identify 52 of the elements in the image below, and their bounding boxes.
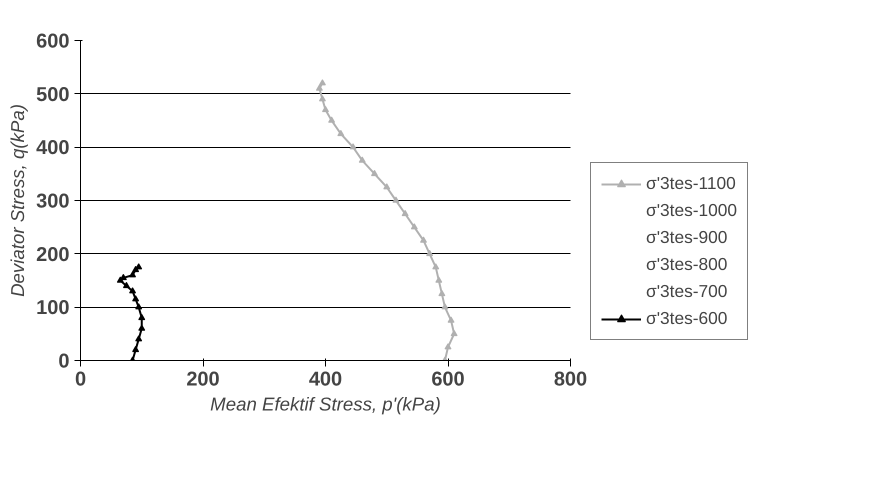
point [328, 116, 336, 123]
point [441, 303, 448, 310]
legend-label: σ'3tes-1100 [646, 173, 736, 194]
legend-label: σ'3tes-600 [646, 308, 728, 329]
x-tick-label: 800 [554, 368, 588, 390]
point [350, 143, 357, 150]
point [426, 250, 434, 256]
point [318, 79, 326, 86]
y-tick-label: 500 [36, 84, 70, 106]
y-tick-label: 600 [36, 30, 70, 52]
point [402, 210, 409, 216]
text: σ'3tes-700 [646, 281, 728, 302]
point [135, 335, 142, 342]
point [392, 196, 400, 203]
point [358, 156, 366, 163]
x-axis-title: Mean Efektif Stress, p'(kPa) [210, 394, 441, 414]
point [129, 271, 136, 278]
point [318, 95, 326, 102]
point [135, 263, 142, 270]
y-tick-label: 300 [36, 190, 70, 212]
point [448, 316, 455, 323]
x-tick-label: 400 [308, 368, 342, 390]
point [138, 314, 146, 320]
point [132, 295, 140, 302]
point [444, 343, 452, 350]
point [410, 223, 418, 230]
point [432, 263, 440, 270]
point [316, 84, 323, 91]
text: σ'3tes-900 [646, 227, 728, 248]
y-tick-label: 100 [36, 297, 70, 320]
point [420, 236, 427, 243]
y-tick-label: 200 [36, 244, 70, 266]
point [383, 183, 390, 190]
point [129, 287, 136, 294]
y-tick-label: 0 [58, 350, 70, 372]
point [135, 303, 142, 310]
text: σ'3tes-800 [646, 254, 728, 275]
point [371, 170, 378, 176]
point [438, 290, 446, 296]
y-tick-label: 400 [36, 137, 70, 160]
point [132, 346, 140, 352]
x-tick-label: 0 [74, 368, 86, 390]
point [138, 324, 146, 331]
point [337, 130, 344, 136]
point [435, 276, 442, 283]
y-axis-title: Deviator Stress, q(kPa) [7, 104, 28, 297]
point [122, 282, 130, 288]
point [322, 106, 329, 112]
text: σ'3tes-1000 [646, 200, 738, 221]
x-tick-label: 600 [431, 368, 465, 390]
x-tick-label: 200 [186, 368, 220, 390]
point [450, 330, 458, 336]
